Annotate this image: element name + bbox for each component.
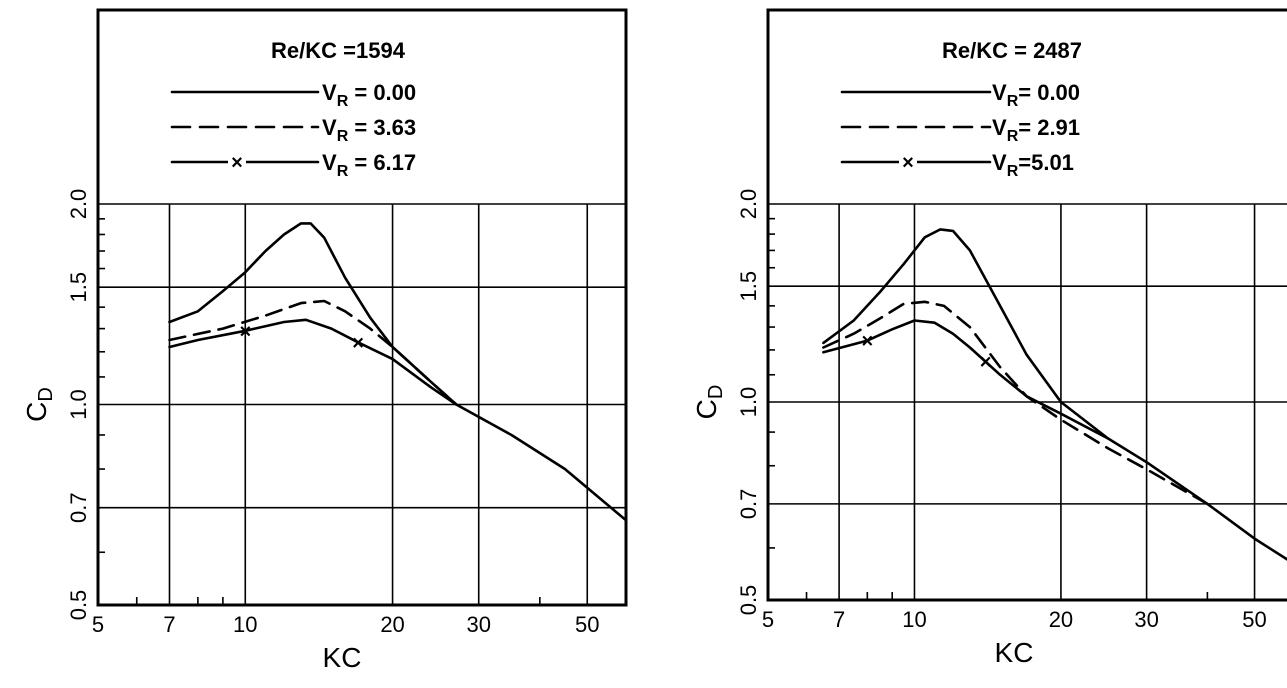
x-tick-label: 50 — [1242, 607, 1266, 632]
legend-entry-value: = 2.91 — [1018, 115, 1080, 140]
y-tick-label: 0.7 — [66, 492, 91, 523]
y-tick-label: 1.5 — [66, 272, 91, 303]
legend-entry-value: =5.01 — [1018, 150, 1074, 175]
legend-title: Re/KC =1594 — [271, 38, 406, 63]
legend-x-marker: × — [231, 152, 243, 174]
series-x-marker: × — [352, 332, 364, 354]
chart-panel-left: 5 7 10 20 30 50 0.5 0.7 1.0 1.5 2.0 KC CD × × Re/KC =15… — [21, 8, 628, 673]
chart-frame — [766, 8, 1287, 602]
legend-entry-value: = 0.00 — [1018, 80, 1080, 105]
legend-entry-sub: R — [337, 93, 349, 110]
y-axis-label-sub: D — [35, 387, 57, 401]
x-axis-label: KC — [995, 637, 1034, 668]
y-tick-label: 1.0 — [66, 389, 91, 420]
x-axis-label: KC — [323, 642, 362, 673]
legend-marker-gap — [228, 152, 246, 172]
series-line-solid — [822, 228, 1287, 561]
y-axis-label: CD — [21, 387, 57, 422]
y-tick-label: 1.5 — [736, 271, 761, 302]
x-tick-label: 5 — [762, 607, 774, 632]
legend-entry-label: VR=5.01 — [992, 150, 1074, 180]
legend-entry-value: = 0.00 — [348, 80, 416, 105]
series-x-marker: × — [980, 352, 992, 374]
y-tick-label: 1.0 — [736, 387, 761, 418]
y-tick-label: 2.0 — [736, 189, 761, 220]
y-tick-label: 0.5 — [66, 590, 91, 621]
x-tick-label: 7 — [833, 607, 845, 632]
x-tick-label: 5 — [92, 612, 104, 637]
series-x-marker: × — [239, 321, 251, 343]
legend-entry-sub: R — [337, 163, 349, 180]
legend-entry-label: VR= 0.00 — [992, 80, 1080, 110]
legend-title: Re/KC = 2487 — [942, 38, 1082, 63]
x-tick-label: 50 — [575, 612, 599, 637]
x-tick-label: 10 — [233, 612, 257, 637]
y-tick-label: 0.7 — [736, 489, 761, 520]
series-x-marker: × — [861, 331, 873, 353]
legend-entry-label: VR = 6.17 — [322, 150, 416, 180]
x-tick-label: 30 — [1134, 607, 1158, 632]
series-line-dashed — [822, 300, 1209, 506]
legend-marker-gap — [899, 152, 917, 172]
legend-entry-sub: R — [1007, 163, 1019, 180]
legend-entry-sub: R — [1007, 128, 1019, 145]
x-tick-label: 7 — [163, 612, 175, 637]
series-line-solid-x — [168, 318, 458, 406]
y-tick-label: 0.5 — [736, 585, 761, 616]
x-tick-label: 20 — [1049, 607, 1073, 632]
y-axis-label-sub: D — [705, 385, 727, 399]
legend-x-marker: × — [902, 152, 914, 174]
chart-panel-right: 5 7 10 20 30 50 0.5 0.7 1.0 1.5 2.0 KC CD × × Re/KC = 2… — [691, 8, 1287, 668]
series-line-dashed — [168, 299, 458, 406]
x-tick-label: 30 — [466, 612, 490, 637]
x-tick-label: 20 — [380, 612, 404, 637]
y-axis-label: CD — [691, 385, 727, 420]
legend-entry-sub: R — [1007, 93, 1019, 110]
legend-entry-value: = 3.63 — [348, 115, 416, 140]
x-tick-label: 10 — [902, 607, 926, 632]
y-tick-label: 2.0 — [66, 189, 91, 220]
legend-entry-value: = 6.17 — [348, 150, 416, 175]
series-line-solid — [168, 222, 628, 522]
legend-entry-sub: R — [337, 128, 349, 145]
legend-entry-label: VR = 0.00 — [322, 80, 416, 110]
legend-entry-label: VR= 2.91 — [992, 115, 1080, 145]
series-line-solid-x — [822, 319, 1110, 440]
legend-entry-label: VR = 3.63 — [322, 115, 416, 145]
